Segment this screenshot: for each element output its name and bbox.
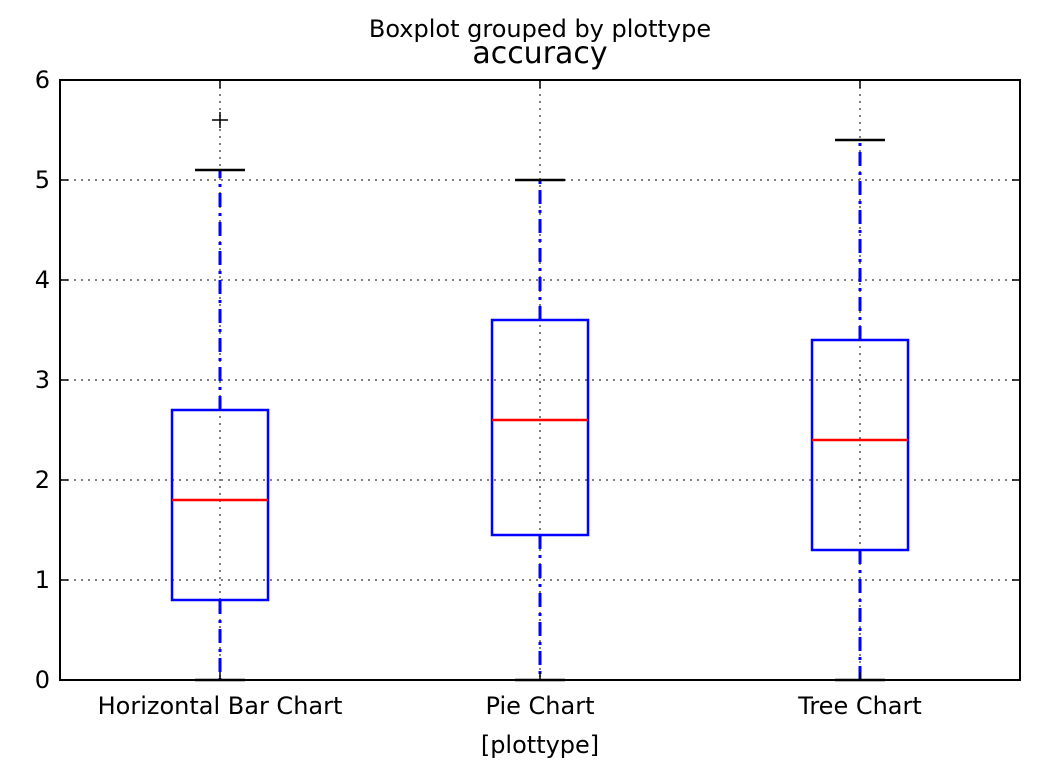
y-axis-ticks: 0 1 2 3 4 5 6 bbox=[35, 66, 1020, 694]
box-iqr bbox=[170, 408, 270, 602]
x-tick-label: Pie Chart bbox=[486, 692, 595, 720]
y-tick-label: 0 bbox=[35, 666, 50, 694]
x-tick-label: Tree Chart bbox=[797, 692, 922, 720]
y-tick-label: 5 bbox=[35, 166, 50, 194]
y-tick-label: 6 bbox=[35, 66, 50, 94]
y-tick-label: 3 bbox=[35, 366, 50, 394]
chart-title: accuracy bbox=[472, 36, 607, 71]
x-tick-label: Horizontal Bar Chart bbox=[98, 692, 343, 720]
box-iqr bbox=[810, 338, 910, 552]
x-axis-label: [plottype] bbox=[481, 731, 599, 759]
y-tick-label: 4 bbox=[35, 266, 50, 294]
chart-suptitle: Boxplot grouped by plottype bbox=[369, 15, 711, 43]
box-iqr bbox=[490, 318, 590, 537]
y-tick-label: 2 bbox=[35, 466, 50, 494]
outlier-marker bbox=[212, 112, 228, 128]
plot-frame bbox=[59, 79, 1021, 681]
x-axis-ticks: Horizontal Bar Chart Pie Chart Tree Chart bbox=[98, 80, 922, 720]
box-horizontal-bar-chart bbox=[170, 112, 270, 682]
y-tick-label: 1 bbox=[35, 566, 50, 594]
